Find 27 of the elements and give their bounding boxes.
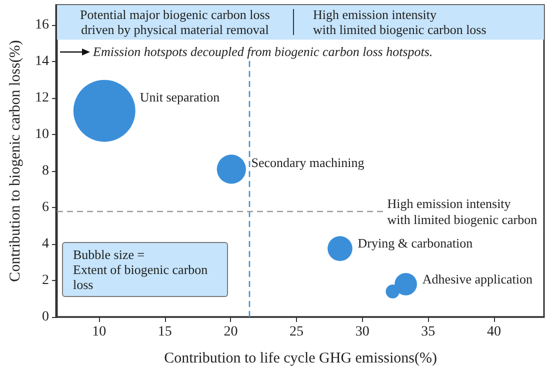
x-tick-label: 15 xyxy=(158,324,172,340)
y-tick-label: 16 xyxy=(35,18,49,33)
y-axis-title: Contribution to biogenic carbon loss(%) xyxy=(8,40,24,282)
y-tick-label: 4 xyxy=(42,236,49,252)
annotation: Adhesive application xyxy=(422,272,534,287)
annotation: Unit separation xyxy=(140,89,220,104)
x-axis-title: Contribution to life cycle GHG emissions(%) xyxy=(164,350,437,366)
y-tick-label: 12 xyxy=(35,90,49,106)
annotation: Secondary machining xyxy=(251,155,365,170)
x-tick-label: 10 xyxy=(92,324,106,340)
annotation: Potential major biogenic carbon loss driven by physical material removal xyxy=(80,7,270,38)
ref-line-label: High emission intensity with limited biogenic carbon xyxy=(387,196,538,228)
y-tick-label: 2 xyxy=(42,273,49,288)
y-tick-label: 10 xyxy=(35,127,49,142)
x-tick-label: 25 xyxy=(290,324,304,340)
annotation: Drying & carbonation xyxy=(358,236,474,250)
annotation: Emission hotspots decoupled from biogenic carbon loss hotspots. xyxy=(93,44,433,59)
size-key-box: Bubble size = Extent of biogenic carbon loss xyxy=(62,242,228,297)
y-tick-label: 0 xyxy=(42,310,49,324)
y-tick-label: 6 xyxy=(42,200,49,216)
y-tick-label: 14 xyxy=(35,54,49,70)
annotation: High emission intensity with limited biogenic carbon loss xyxy=(313,7,486,38)
x-tick-label: 30 xyxy=(355,324,370,340)
x-tick-label: 40 xyxy=(486,324,501,340)
x-tick-label: 20 xyxy=(224,324,238,340)
y-tick-label: 8 xyxy=(42,164,49,179)
x-tick-label: 35 xyxy=(421,324,436,340)
